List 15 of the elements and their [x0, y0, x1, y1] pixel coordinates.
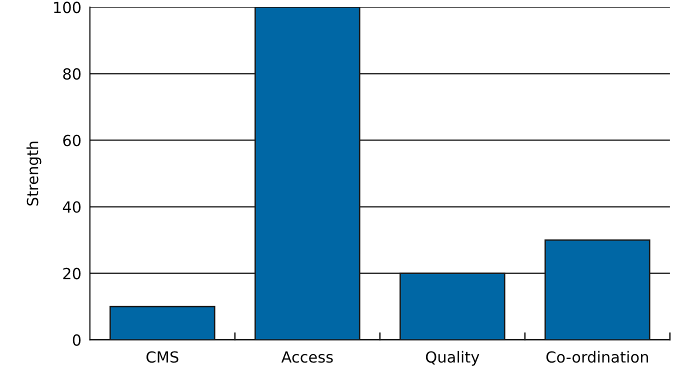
y-axis-title: Strength	[26, 142, 42, 206]
y-tick-label: 0	[72, 334, 81, 346]
x-tick-label: Co-ordination	[546, 350, 648, 363]
y-tick-label: 80	[63, 68, 81, 80]
bar	[400, 272, 506, 340]
y-tick-label: 40	[62, 201, 81, 213]
y-tick-label: 100	[54, 2, 81, 14]
bar	[254, 7, 360, 340]
y-tick-label: 60	[63, 134, 81, 146]
x-tick-label: Access	[281, 351, 333, 363]
y-tick-label: 20	[63, 268, 81, 280]
bar	[544, 239, 650, 340]
x-tick-label: CMS	[146, 351, 178, 363]
bar	[110, 306, 216, 340]
x-tick-label: Quality	[426, 350, 480, 366]
